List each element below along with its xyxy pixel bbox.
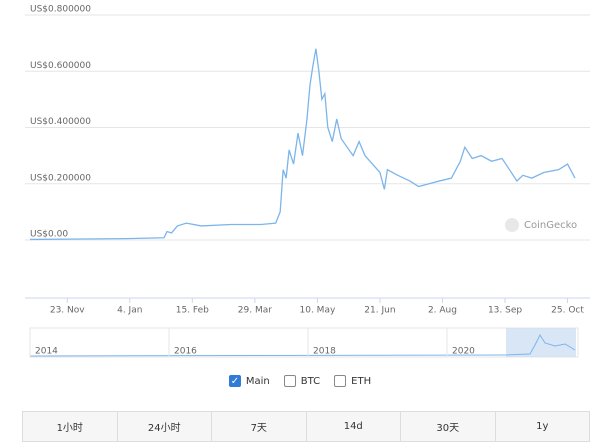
x-tick-label: 4. Jan xyxy=(117,306,142,316)
range-button[interactable]: 24小时 xyxy=(118,412,212,441)
x-tick-label: 13. Sep xyxy=(488,306,522,316)
navigator-line xyxy=(29,354,507,357)
x-tick-label: 10. May xyxy=(300,306,336,316)
toggle[interactable]: ETH xyxy=(334,375,371,387)
watermark-logo xyxy=(505,218,519,232)
y-tick-label: US$0.400000 xyxy=(30,117,91,127)
y-tick-label: US$0.00 xyxy=(30,230,68,240)
y-tick-label: US$0.600000 xyxy=(30,61,91,71)
navigator-label: 2014 xyxy=(35,347,58,357)
chart: CoinGecko US$0.00 US$0.200000 US$0.400000 U… xyxy=(25,5,590,358)
range-button[interactable]: 7天 xyxy=(212,412,307,441)
toggle[interactable]: ✓ Main xyxy=(228,375,270,387)
navigator-selection xyxy=(506,328,576,357)
x-tick-label: 25. Oct xyxy=(551,306,584,316)
x-tick-label: 29. Mar xyxy=(238,306,272,316)
x-tick-label: 23. Nov xyxy=(50,306,85,316)
range-buttons: 1小时 24小时 7天 14d 30天 1y xyxy=(22,411,590,442)
navigator-label: 2016 xyxy=(174,347,197,357)
toggle-label: ETH xyxy=(351,375,372,387)
toggle[interactable]: BTC xyxy=(283,375,321,387)
navigator-label: 2020 xyxy=(452,347,475,357)
navigator-line xyxy=(505,333,576,356)
range-button[interactable]: 30天 xyxy=(401,412,496,441)
x-tick-label: 21. Jun xyxy=(364,306,395,316)
toggle-label: BTC xyxy=(300,375,321,387)
y-tick-label: US$0.800000 xyxy=(30,5,91,15)
navigator-label: 2018 xyxy=(313,347,336,357)
toggle-label: Main xyxy=(245,375,270,387)
navigator xyxy=(29,327,579,358)
toggles: ✓ Main BTC ETH xyxy=(0,375,600,387)
checkbox[interactable] xyxy=(334,375,347,387)
x-tick-label: 2. Aug xyxy=(428,306,457,316)
watermark: CoinGecko xyxy=(524,220,577,231)
checkbox[interactable] xyxy=(283,375,296,387)
range-button[interactable]: 14d xyxy=(307,412,401,441)
x-tick-label: 15. Feb xyxy=(176,306,209,316)
price-line xyxy=(29,48,576,241)
range-button[interactable]: 1y xyxy=(536,421,549,432)
checkbox[interactable]: ✓ xyxy=(228,375,241,387)
y-tick-label: US$0.200000 xyxy=(30,173,91,183)
range-button[interactable]: 1小时 xyxy=(23,412,118,441)
